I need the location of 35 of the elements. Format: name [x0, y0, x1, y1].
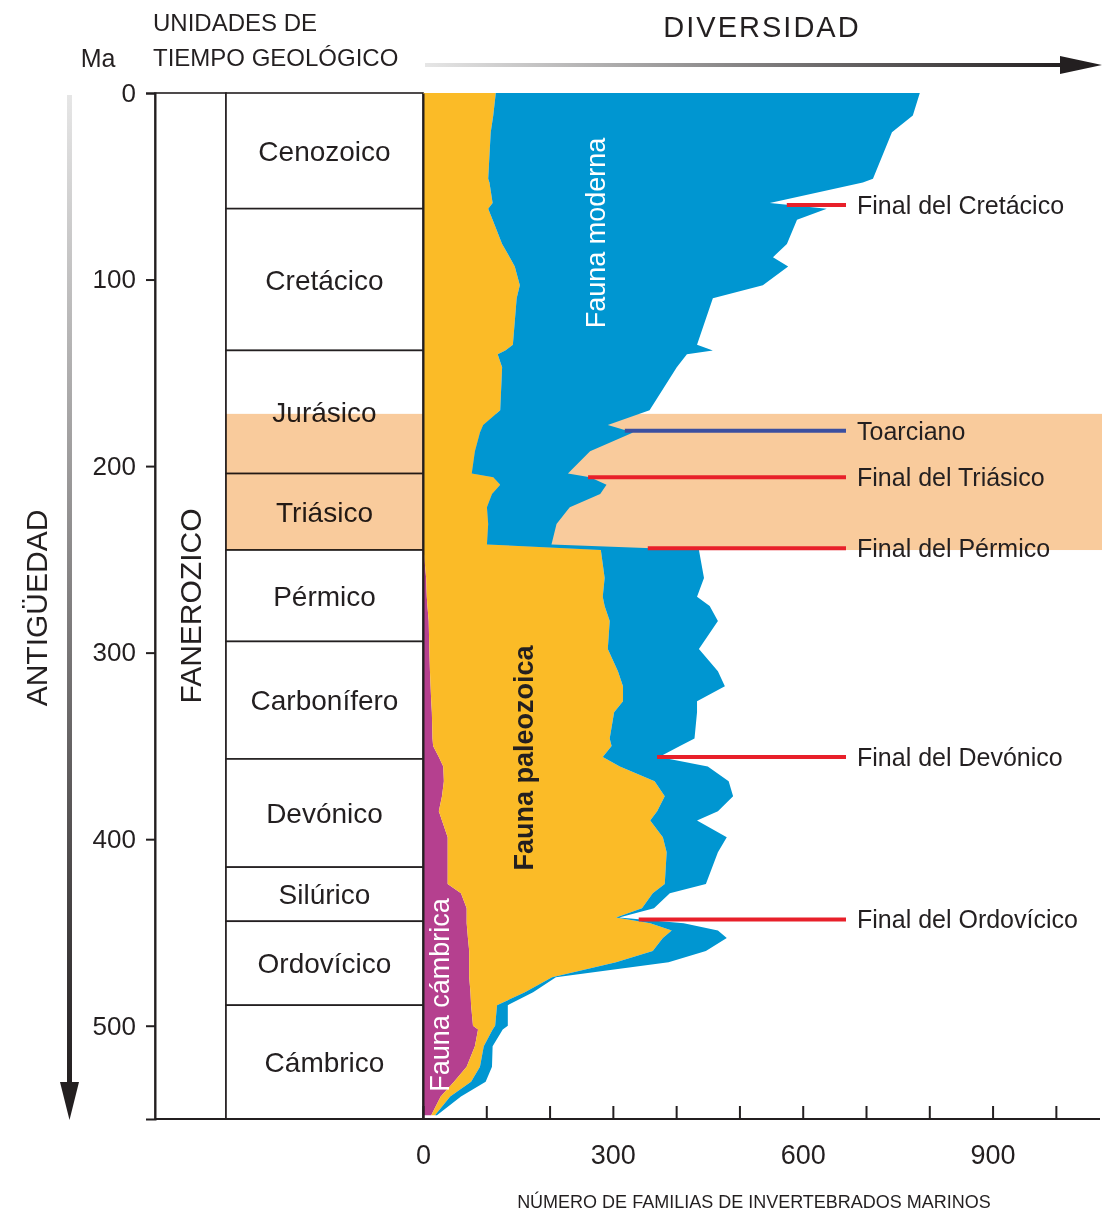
text: Ma [80, 44, 116, 72]
chart-title: DIVERSIDAD [663, 11, 861, 43]
y-tick-label: 400 [92, 824, 136, 854]
series-label: Pérmico [273, 580, 376, 612]
series-label: Triásico [276, 496, 373, 528]
y-axis-title: ANTIGÜEDAD [20, 509, 53, 707]
series-label: Devónico [266, 798, 383, 830]
x-tick-label: 900 [970, 1140, 1016, 1171]
ref-line-label: Final del Pérmico [857, 534, 1051, 563]
series-label: Cenozoico [258, 135, 391, 167]
ref-line-label: Final del Cretácico [857, 190, 1065, 219]
series-label: FANEROZICO [173, 508, 207, 704]
series-label: Cretácico [265, 264, 384, 296]
y-tick-label: 0 [121, 77, 136, 108]
x-axis-title: NÚMERO DE FAMILIAS DE INVERTEBRADOS MARINOS [517, 1191, 991, 1212]
series-label: Fauna cámbrica [425, 897, 455, 1092]
series-label: Silúrico [278, 879, 371, 911]
y-tick-label: 200 [92, 450, 136, 481]
series-label: Fauna moderna [581, 136, 611, 329]
ref-line-label: Final del Devónico [857, 743, 1063, 772]
chart-subtitle: UNIDADES DE TIEMPO GEOLÓGICO [153, 9, 399, 71]
series-label: Cámbrico [264, 1047, 385, 1079]
series-label: Jurásico [272, 396, 377, 428]
x-tick-label: 0 [415, 1140, 432, 1171]
y-tick-label: 100 [92, 264, 136, 295]
y-tick-label: 500 [92, 1010, 136, 1041]
series-label: Carbonífero [250, 685, 399, 717]
ref-line-label: Toarciano [857, 416, 966, 445]
x-tick-label: 600 [780, 1140, 826, 1171]
x-tick-label: 300 [590, 1140, 636, 1171]
series-label: Ordovícico [257, 948, 392, 980]
ref-line-label: Final del Triásico [857, 463, 1045, 492]
series-label: Fauna paleozoica [509, 644, 539, 871]
ref-line-label: Final del Ordovícico [857, 905, 1078, 934]
y-tick-label: 300 [92, 637, 136, 668]
